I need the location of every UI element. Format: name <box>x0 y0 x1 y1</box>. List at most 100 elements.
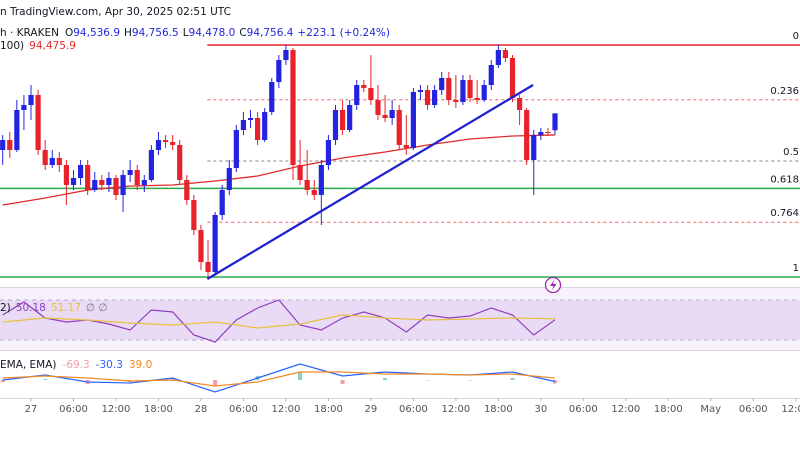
rsi-band <box>0 300 800 340</box>
candle-body <box>269 82 275 112</box>
candle-body <box>453 100 459 102</box>
ohlc-value: 94,756.4 <box>247 27 294 39</box>
fib-label: 0.764 <box>770 208 799 219</box>
histogram-bar <box>383 378 388 380</box>
candle-body <box>474 98 480 100</box>
alert-bolt[interactable] <box>550 279 557 291</box>
candle-body <box>502 50 509 58</box>
alert-icon[interactable] <box>544 276 562 294</box>
candle-body <box>226 168 232 190</box>
x-tick-label: 29 <box>365 404 378 415</box>
candle-body <box>35 95 41 150</box>
ohlc-value: 94,478.0 <box>189 27 236 39</box>
ma-legend: 100) 94,475.9 <box>0 40 76 52</box>
rsi-label: 2) <box>0 302 11 314</box>
macd-legend: EMA, EMA) -69.3 -30.3 39.0 <box>0 359 152 371</box>
candle-body <box>205 262 211 272</box>
x-tick-label: May <box>700 404 721 415</box>
indicator-line <box>2 299 556 343</box>
histogram-bar <box>340 380 345 384</box>
ohlc-value: 94,536.9 <box>73 27 120 39</box>
candle-body <box>14 110 20 150</box>
candle-body <box>28 95 34 105</box>
macd-value: -30.3 <box>96 359 123 371</box>
fib-label: 0.5 <box>783 147 799 158</box>
ohlc-key: L <box>183 27 189 39</box>
candle-body <box>63 165 70 185</box>
candle-body <box>354 85 360 105</box>
candle-body <box>424 90 431 105</box>
x-tick-label: 18:00 <box>144 404 173 415</box>
candle-body <box>276 60 282 82</box>
candle-body <box>56 158 62 165</box>
candle-body <box>403 145 409 148</box>
histogram-bar <box>510 378 515 380</box>
rsi-ma-value: 51.17 <box>51 302 81 314</box>
histogram-bar <box>43 379 48 380</box>
indicator-line <box>2 314 556 329</box>
signal-value: 39.0 <box>129 359 152 371</box>
x-tick-label: 12:00 <box>272 404 301 415</box>
candle-body <box>396 110 402 145</box>
macd-label: EMA, EMA) <box>0 359 57 371</box>
candle-body <box>481 85 487 100</box>
ohlc-key: C <box>239 27 246 39</box>
candle-body <box>524 110 530 160</box>
ohlc-value: 94,756.5 <box>132 27 179 39</box>
candle-body <box>361 85 367 88</box>
x-tick-label: 28 <box>195 404 208 415</box>
ohlc-key: H <box>124 27 132 39</box>
symbol: h · KRAKEN <box>0 27 59 39</box>
candle-body <box>155 140 162 150</box>
candle-body <box>85 165 91 190</box>
histogram-value: -69.3 <box>63 359 90 371</box>
candle-body <box>262 112 268 140</box>
candle-body <box>432 90 438 105</box>
fib-label: 1 <box>793 263 799 274</box>
x-tick-label: 12:00 <box>781 404 800 415</box>
candle-body <box>240 120 247 130</box>
candle-body <box>339 110 346 130</box>
candle-body <box>332 110 339 140</box>
rsi-value: 50.18 <box>16 302 46 314</box>
candle-body <box>99 180 105 185</box>
candle-body <box>509 58 516 98</box>
candle-body <box>297 165 303 180</box>
candle-body <box>21 105 27 110</box>
candle-body <box>113 178 119 195</box>
x-tick-label: 06:00 <box>399 404 428 415</box>
candle-body <box>552 113 558 131</box>
x-tick-label: 18:00 <box>314 404 343 415</box>
candle-body <box>7 140 13 150</box>
candle-body <box>70 178 77 185</box>
candle-body <box>290 50 296 165</box>
ma-prefix: 100) <box>0 40 24 52</box>
candle-body <box>467 80 473 98</box>
change: +223.1 (+0.24%) <box>297 27 390 39</box>
candle-body <box>233 130 239 168</box>
fib-label: 0 <box>793 31 799 42</box>
candle-body <box>375 100 381 115</box>
candle-body <box>439 78 445 90</box>
candle-body <box>170 142 176 145</box>
candle-body <box>545 132 551 133</box>
candle-body <box>127 170 133 175</box>
x-tick-label: 06:00 <box>59 404 88 415</box>
fib-label: 0.618 <box>770 174 799 185</box>
x-tick-label: 12:00 <box>611 404 640 415</box>
x-tick-label: 06:00 <box>739 404 768 415</box>
candle-body <box>304 180 310 190</box>
chart-title: n TradingView.com, Apr 30, 2025 02:51 UT… <box>0 6 231 18</box>
trend-line <box>206 84 534 280</box>
candle-body <box>389 110 395 118</box>
candle-body <box>148 150 154 180</box>
rsi-legend: 2) 50.18 51.17 ∅ ∅ <box>0 302 108 314</box>
candle-body <box>212 215 218 272</box>
candle-body <box>460 80 466 102</box>
candle-body <box>177 145 183 180</box>
candle-body <box>538 132 544 135</box>
candle-body <box>106 178 112 185</box>
candle-body <box>219 190 225 215</box>
